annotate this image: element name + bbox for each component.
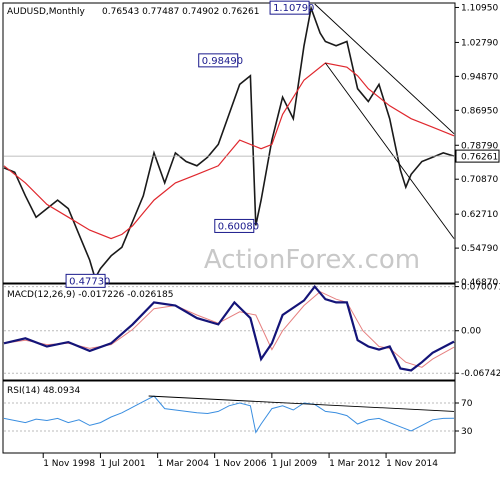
rsi-header: RSI(14) 48.0934 (7, 386, 80, 396)
y-tick-label: 1.02790 (461, 38, 498, 48)
annotation-box (269, 0, 310, 15)
price-header-symbol: AUDUSD,Monthly (7, 7, 85, 17)
channel-trendline (325, 62, 455, 239)
series-layer (3, 5, 455, 434)
x-tick-label: 1 Nov 2014 (386, 459, 438, 469)
rsi-trendline (148, 395, 455, 412)
y-tick-label: 0.62710 (461, 210, 498, 220)
x-tick-label: 1 Jul 2009 (272, 459, 317, 469)
macd-signal-series (3, 291, 455, 368)
y-tick-label: 0.94870 (461, 72, 498, 82)
price-pane-frame (2, 2, 456, 284)
current-price-label: 0.76261 (461, 153, 498, 163)
x-tick-label: 1 Mar 2012 (329, 459, 380, 469)
macd-header: MACD(12,26,9) -0.017226 -0.026185 (7, 290, 173, 300)
annotation-box (198, 53, 239, 68)
channel-trendline (314, 3, 455, 134)
annotation-label: 1.10790 (273, 3, 314, 14)
axis-label-layer: 1.10950 1.02790 0.94870 0.86950 0.78790 0.708… (42, 3, 500, 469)
macd-pane-frame (2, 283, 456, 381)
y-tick-label: 1.10950 (461, 3, 498, 13)
y-tick-label: 0.86950 (461, 106, 498, 116)
annotation-label: 0.47730 (69, 276, 110, 287)
macd-series (3, 284, 455, 372)
y-tick-label: 0.00 (461, 327, 481, 337)
trendline-layer (4, 3, 455, 412)
watermark: ActionForex.com (204, 245, 420, 275)
annotation-box (214, 218, 255, 233)
y-tick-label: 0.46870 (461, 278, 498, 288)
annotation-layer: 1.10790 0.98490 0.60080 0.47730 (65, 0, 314, 288)
annotation-label: 0.98490 (202, 56, 243, 67)
y-tick-label: -0.067423 (461, 369, 500, 379)
y-tick-label: 0.070071 (461, 283, 500, 293)
rsi-pane-frame (2, 380, 456, 454)
x-tick-label: 1 Jul 2001 (100, 459, 145, 469)
y-tick-label: 30 (461, 427, 473, 437)
current-price-box (455, 149, 500, 163)
x-tick-label: 1 Mar 2004 (158, 459, 210, 469)
price-series (3, 5, 455, 281)
y-tick-label: 0.54790 (461, 244, 498, 254)
y-tick-label: 70 (461, 399, 473, 409)
annotation-label: 0.60080 (218, 221, 259, 232)
x-tick-label: 1 Nov 1998 (43, 459, 95, 469)
y-tick-label: 0.78790 (461, 141, 498, 151)
y-tick-label: 0.70870 (461, 175, 498, 185)
price-header-ohlc: 0.76543 0.77487 0.74902 0.76261 (102, 7, 259, 17)
grid-layer (4, 286, 454, 432)
annotation-box (65, 273, 106, 288)
x-tick-label: 1 Nov 2006 (215, 459, 267, 469)
moving-average-series (3, 62, 455, 240)
rsi-series (3, 395, 455, 434)
